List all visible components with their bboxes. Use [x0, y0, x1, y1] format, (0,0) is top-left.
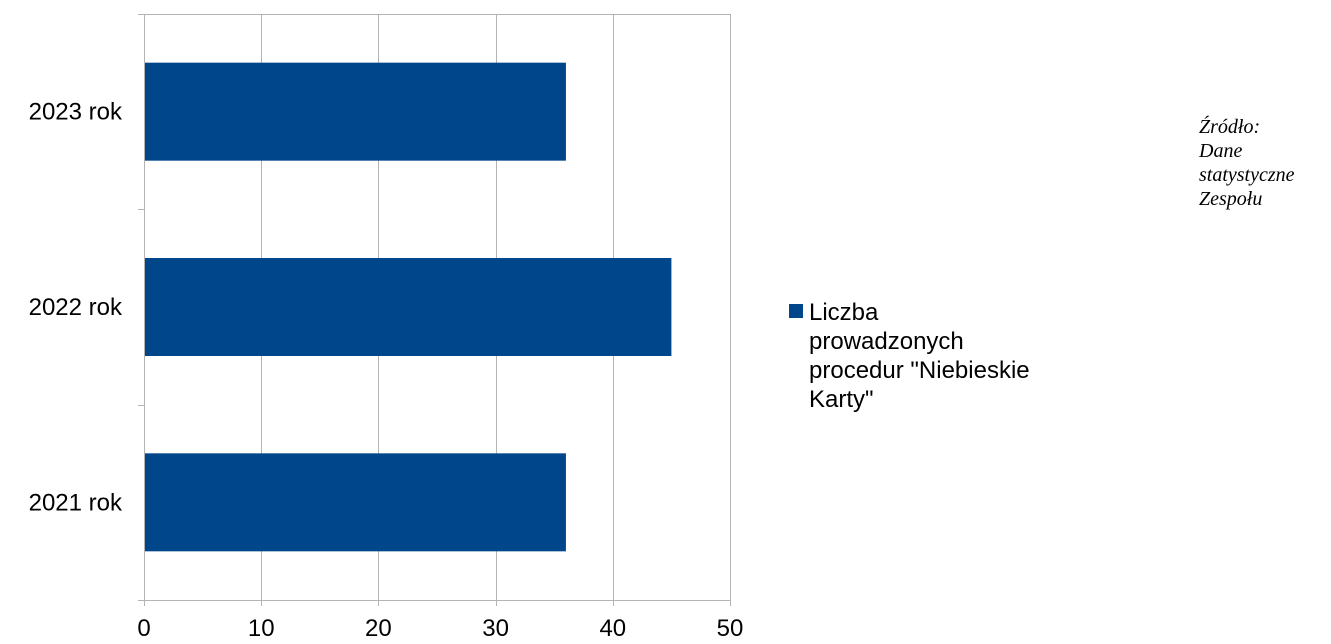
- source-note-line-2: Dane: [1199, 140, 1243, 162]
- y-category-label-2022-rok: 2022 rok: [29, 294, 123, 321]
- x-tick-label-10: 10: [248, 615, 275, 642]
- axes: [138, 14, 731, 606]
- legend-swatch: [789, 304, 803, 318]
- axis-labels: 0 10 20 30 40 50 2021 rok 2022 rok 2023 rok: [29, 99, 744, 642]
- bar-2023-rok: [144, 62, 566, 161]
- legend-label: Liczba prowadzonych procedur "Niebieskie…: [809, 299, 1030, 413]
- source-note-line-4: Zespołu: [1199, 188, 1263, 210]
- bar-2022-rok: [144, 258, 672, 356]
- y-category-label-2023-rok: 2023 rok: [29, 99, 123, 126]
- bars: [144, 62, 672, 552]
- x-tick-label-30: 30: [482, 615, 509, 642]
- x-tick-label-0: 0: [137, 615, 150, 642]
- y-category-label-2021-rok: 2021 rok: [29, 489, 123, 516]
- legend: Liczba prowadzonych procedur "Niebieskie…: [789, 298, 1039, 414]
- bar-2021-rok: [144, 453, 566, 552]
- source-note: Źródło: Dane statystyczne Zespołu: [1199, 115, 1329, 211]
- x-tick-label-20: 20: [365, 615, 392, 642]
- source-note-line-3: statystyczne: [1199, 164, 1295, 186]
- x-tick-label-40: 40: [599, 615, 626, 642]
- x-tick-label-50: 50: [717, 615, 744, 642]
- source-note-line-1: Źródło:: [1199, 116, 1261, 138]
